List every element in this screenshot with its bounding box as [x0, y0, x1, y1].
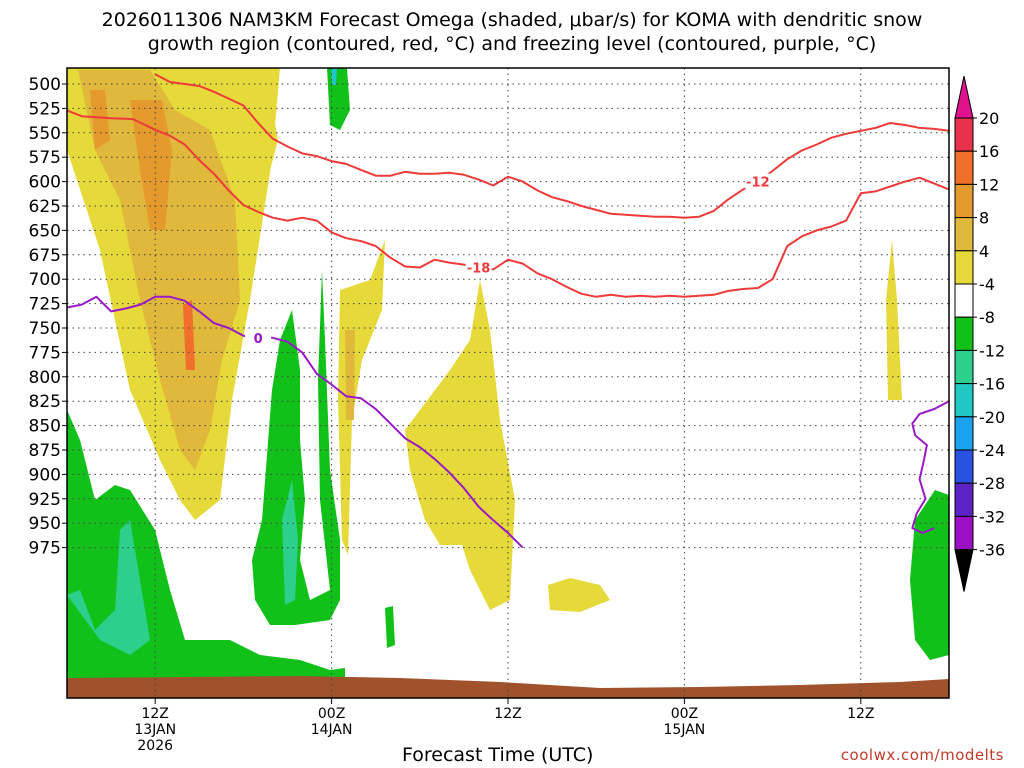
omega-band-12c	[183, 300, 195, 370]
contour-label-bg	[744, 173, 771, 189]
ground-terrain	[67, 676, 949, 698]
omega-band-8	[78, 70, 240, 470]
omega-band-8b	[345, 330, 355, 420]
y-tick-label: 875	[29, 441, 61, 461]
colorbar-label: -24	[979, 441, 1005, 460]
colorbar-bottom-arrow	[954, 549, 974, 592]
colorbar-swatch	[954, 117, 974, 152]
colorbar-swatch	[954, 449, 974, 484]
colorbar-swatch	[954, 150, 974, 185]
x-axis-title: Forecast Time (UTC)	[402, 744, 594, 766]
y-tick-label: 550	[29, 124, 61, 144]
contour-line-0	[67, 295, 524, 549]
contour-label-bg	[465, 259, 492, 275]
colorbar-top-arrow	[954, 75, 974, 119]
y-tick-label: 650	[29, 221, 61, 241]
gridlines	[67, 68, 949, 698]
y-tick-label: 950	[29, 514, 61, 534]
contour-label: -12	[746, 176, 770, 191]
colorbar-label: 20	[979, 109, 999, 128]
y-tick-label: 700	[29, 270, 61, 290]
contour-line--12	[154, 73, 949, 219]
contour-line-0	[911, 400, 949, 534]
colorbar-label: -4	[979, 275, 995, 294]
contour-label: 0	[254, 332, 263, 347]
colorbar-swatch	[954, 482, 974, 517]
x-tick-label: 15JAN	[664, 722, 706, 738]
colorbar-label: -20	[979, 408, 1005, 427]
omega-band-neg8	[67, 520, 150, 655]
omega-band-neg4b	[252, 270, 340, 625]
temperature-contours	[67, 73, 949, 549]
y-tick-label: 775	[29, 343, 61, 363]
colorbar-label: 12	[979, 175, 999, 194]
colorbar-label: -16	[979, 375, 1005, 394]
colorbar-label: 8	[979, 209, 989, 228]
colorbar-label: 16	[979, 142, 999, 161]
y-tick-label: 575	[29, 148, 61, 168]
y-tick-label: 825	[29, 392, 61, 412]
omega-band-4b	[255, 68, 278, 170]
omega-band-neg12	[331, 68, 337, 85]
colorbar-label: -36	[979, 541, 1005, 560]
y-tick-label: 975	[29, 539, 61, 559]
y-tick-label: 900	[29, 465, 61, 485]
colorbar-swatch	[954, 283, 974, 318]
site-watermark: coolwx.com/modelts	[840, 746, 1004, 764]
colorbar-swatch	[954, 515, 974, 551]
omega-band-4f	[886, 240, 902, 400]
x-tick-label: 12Z	[494, 706, 521, 722]
omega-band-4e	[548, 578, 610, 612]
omega-band-neg4d	[385, 606, 395, 648]
colorbar-swatch	[954, 383, 974, 418]
chart-title-line2: growth region (contoured, red, °C) and f…	[147, 33, 877, 55]
x-tick-label: 00Z	[318, 706, 345, 722]
omega-band-neg8b	[282, 480, 298, 605]
y-tick-label: 750	[29, 319, 61, 339]
colorbar-label: -12	[979, 341, 1005, 360]
colorbar-swatch	[954, 316, 974, 351]
x-tick-label: 12Z	[847, 706, 874, 722]
y-tick-label: 800	[29, 368, 61, 388]
x-tick-label: 2026	[137, 738, 173, 754]
omega-shading	[67, 68, 949, 698]
y-tick-label: 850	[29, 417, 61, 437]
colorbar-label: -32	[979, 507, 1005, 526]
y-tick-label: 625	[29, 197, 61, 217]
colorbar-swatch	[954, 416, 974, 451]
omega-band-4d	[405, 280, 515, 610]
y-tick-label: 525	[29, 99, 61, 119]
x-tick-label: 00Z	[671, 706, 698, 722]
y-tick-label: 675	[29, 246, 61, 266]
chart-title-line1: 2026011306 NAM3KM Forecast Omega (shaded…	[101, 9, 923, 31]
colorbar-swatch	[954, 250, 974, 285]
y-tick-label: 725	[29, 295, 61, 315]
colorbar-label: 4	[979, 242, 989, 261]
x-tick-label: 13JAN	[134, 722, 176, 738]
colorbar: 20 16 12 8 4 -4 -8 -12 -16 -20 -24 -28 -32 -36	[954, 75, 1005, 592]
colorbar-swatch	[954, 217, 974, 252]
colorbar-swatch	[954, 349, 974, 385]
y-tick-label: 925	[29, 490, 61, 510]
y-axis: 500 525 550 575 600 625 650 675 700 725 750 775 800 8…	[29, 75, 67, 559]
y-tick-label: 600	[29, 173, 61, 193]
contour-label: -18	[467, 261, 491, 276]
x-tick-label: 12Z	[141, 706, 168, 722]
omega-band-12b	[90, 90, 110, 150]
contour-labels: -18 -12 0	[245, 173, 771, 347]
colorbar-label: -28	[979, 474, 1005, 493]
x-tick-label: 14JAN	[311, 722, 353, 738]
contour-label-bg	[245, 329, 272, 345]
y-tick-label: 500	[29, 75, 61, 95]
contour-line--18	[67, 109, 949, 298]
omega-band-4c	[338, 240, 385, 555]
colorbar-swatch	[954, 183, 974, 219]
colorbar-label: -8	[979, 308, 995, 327]
